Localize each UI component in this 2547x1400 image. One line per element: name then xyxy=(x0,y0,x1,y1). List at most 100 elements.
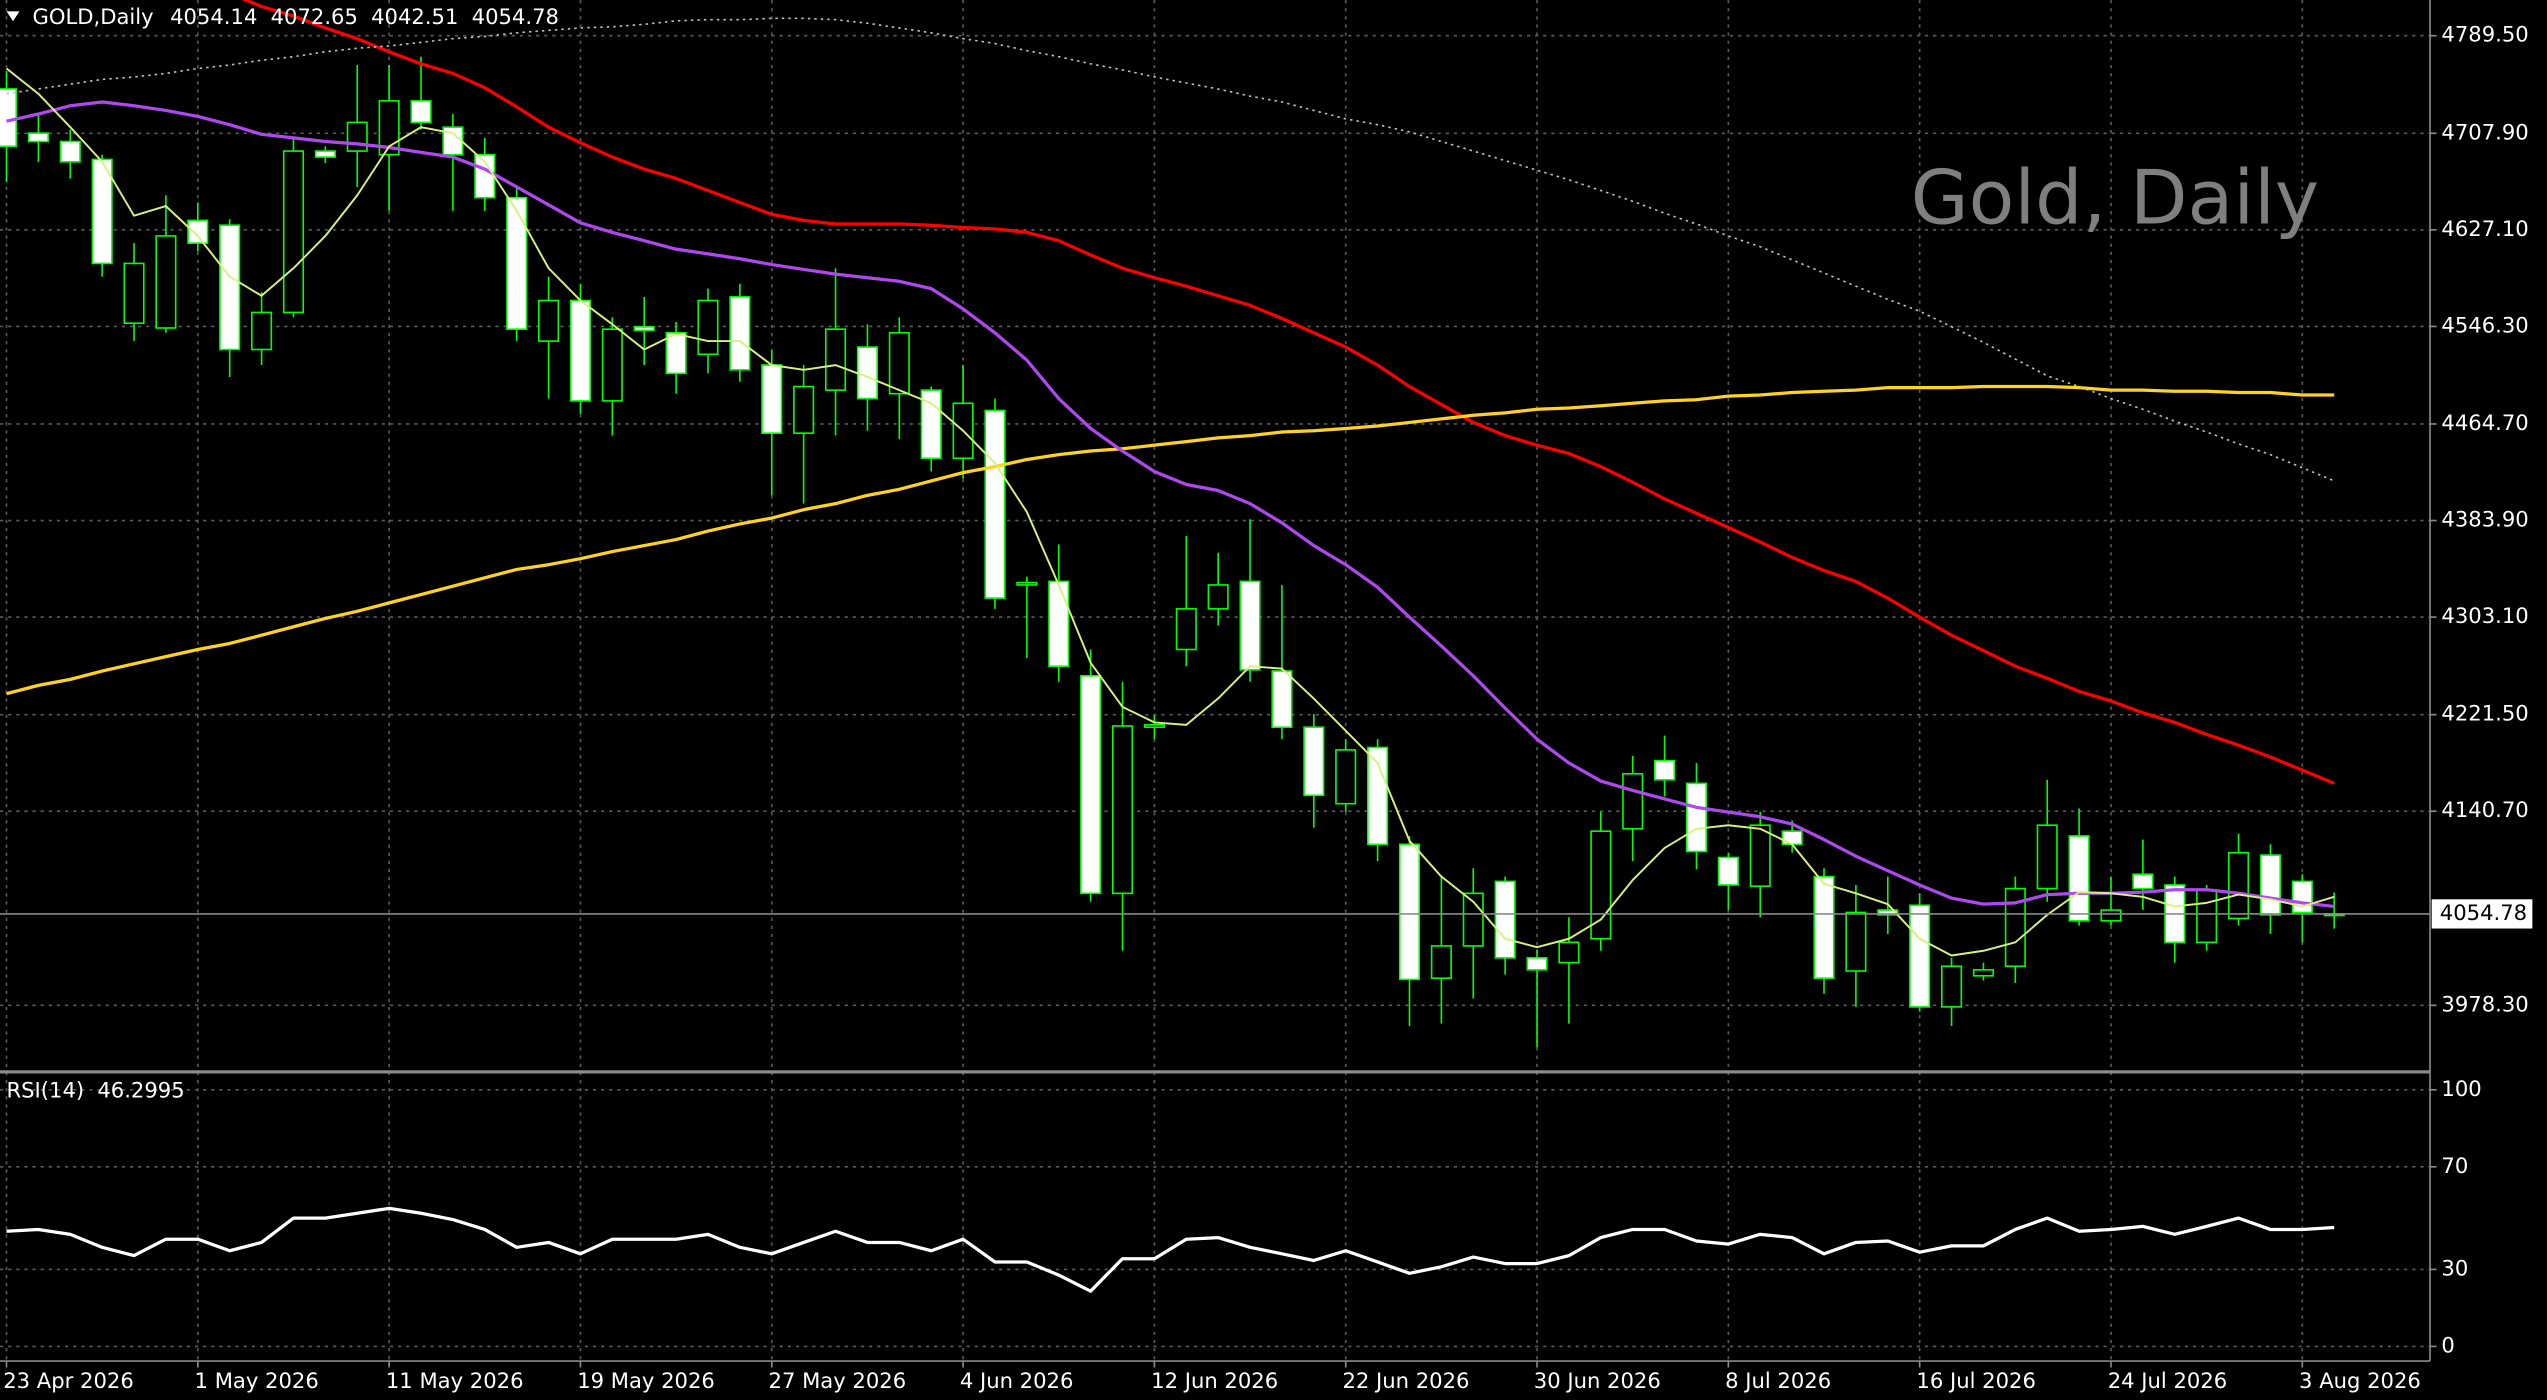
x-tick-label: 23 Apr 2026 xyxy=(3,1368,134,1393)
candle-body-down xyxy=(187,219,209,244)
candle-body-down xyxy=(27,132,49,143)
header-low: 4042.51 xyxy=(371,4,458,29)
candle-body-down xyxy=(1781,830,1803,846)
candle-body-down xyxy=(1685,782,1708,853)
candle-body-up xyxy=(1175,608,1197,651)
candle-body-up xyxy=(824,328,847,391)
x-tick-label: 16 Jul 2026 xyxy=(1916,1368,2035,1393)
candle-body-down xyxy=(1526,957,1548,971)
candle-body-up xyxy=(155,235,177,329)
candle-body-down xyxy=(633,325,655,332)
candle-body-down xyxy=(1271,670,1293,729)
candle-body-up xyxy=(697,299,719,356)
candle-body-down xyxy=(984,409,1006,599)
rsi-panel xyxy=(6,1206,2335,1293)
rsi-line xyxy=(6,1206,2335,1293)
candle-body-up xyxy=(1940,965,1963,1008)
y-tick-label: 4546.30 xyxy=(2441,312,2528,337)
candle-body-down xyxy=(2132,873,2154,890)
candle-body-up xyxy=(2004,887,2026,968)
x-tick-label: 4 Jun 2026 xyxy=(960,1368,1074,1393)
candle-body-down xyxy=(1717,856,1739,886)
candle-body-up xyxy=(378,100,400,156)
current-price-tag xyxy=(2431,899,2533,929)
menu-arrow[interactable] xyxy=(6,11,20,22)
candle-body-up xyxy=(1622,772,1644,830)
candle-body-up xyxy=(2100,909,2122,922)
grid-layer xyxy=(0,0,2431,1362)
y-tick-label: 4140.70 xyxy=(2441,797,2528,822)
watermark: Gold, Daily xyxy=(1911,155,2319,242)
candle-body-down xyxy=(856,346,878,400)
y-tick-label: 4789.50 xyxy=(2441,22,2528,47)
candle-body-up xyxy=(1207,584,1229,610)
candle-body-down xyxy=(1909,904,1931,1008)
x-tick-label: 12 Jun 2026 xyxy=(1151,1368,1278,1393)
moving-average-line xyxy=(6,17,2335,482)
rsi-header: RSI(14) 46.2995 xyxy=(6,1077,184,1102)
candle-body-up xyxy=(346,121,368,152)
candle-body-up xyxy=(1749,824,1771,887)
candle-body-down xyxy=(1398,843,1421,981)
moving-average-line xyxy=(241,0,2335,785)
x-tick-label: 22 Jun 2026 xyxy=(1342,1368,1469,1393)
moving-average-line xyxy=(6,384,2335,696)
candle-body-up xyxy=(282,150,305,314)
candle-body-up xyxy=(1590,830,1612,940)
moving-average-line xyxy=(6,100,2335,909)
y-tick-label: 70 xyxy=(2441,1153,2468,1178)
x-tick-label: 19 May 2026 xyxy=(577,1368,715,1393)
candle-body-down xyxy=(729,296,751,371)
x-tick-label: 11 May 2026 xyxy=(386,1368,524,1393)
candle-body-down xyxy=(2259,854,2281,916)
header-close: 4054.78 xyxy=(472,4,559,29)
candle-body-down xyxy=(761,364,783,434)
rsi-current: 46.2995 xyxy=(97,1077,184,1102)
candle-body-up xyxy=(1558,941,1580,964)
x-tick-label: 27 May 2026 xyxy=(769,1368,907,1393)
y-tick-label: 3978.30 xyxy=(2441,991,2528,1016)
candle-body-down xyxy=(219,224,241,351)
symbol-title: GOLD,Daily xyxy=(32,4,153,29)
header-open: 4054.14 xyxy=(170,4,257,29)
x-tick-label: 8 Jul 2026 xyxy=(1725,1368,1831,1393)
moving-average-line xyxy=(5,67,2335,957)
rsi-title: RSI(14) xyxy=(6,1077,84,1102)
y-tick-label: 30 xyxy=(2441,1255,2468,1280)
candle-body-down xyxy=(1654,759,1676,781)
y-tick-label: 4707.90 xyxy=(2441,119,2528,144)
candle-body-down xyxy=(1080,674,1102,895)
candle-body-down xyxy=(0,88,18,148)
candle-body-down xyxy=(2068,835,2090,922)
y-tick-label: 4627.10 xyxy=(2441,216,2528,241)
candle-body-up xyxy=(1111,725,1134,895)
candle-body-down xyxy=(1303,726,1325,797)
x-tick-label: 3 Aug 2026 xyxy=(2299,1368,2421,1393)
candle-body-down xyxy=(410,100,432,124)
candle-body-down xyxy=(1048,580,1070,668)
y-tick-label: 4383.90 xyxy=(2441,507,2528,532)
y-tick-label: 0 xyxy=(2441,1332,2454,1357)
candle-body-up xyxy=(601,328,623,402)
x-tick-label: 1 May 2026 xyxy=(195,1368,319,1393)
candle-body-down xyxy=(314,150,336,158)
candle-body-up xyxy=(888,331,910,395)
candle-body-up xyxy=(2036,824,2058,890)
y-tick-label: 4464.70 xyxy=(2441,410,2528,435)
candle-body-up xyxy=(1335,749,1357,805)
candle-body-up xyxy=(251,311,273,351)
candle-body-up xyxy=(1143,723,1165,729)
candle-body-down xyxy=(1367,746,1389,846)
candle-body-up xyxy=(1430,945,1452,980)
current-price-label: 4054.78 xyxy=(2440,900,2527,925)
candle-body-down xyxy=(1877,909,1899,916)
axis-layer: 4789.50 4707.90 4627.10 4546.30 4464.70 4383.… xyxy=(3,22,2533,1393)
candle-body-down xyxy=(1239,580,1261,671)
y-tick-label: 100 xyxy=(2441,1076,2481,1101)
candle-body-up xyxy=(538,299,560,342)
x-tick-label: 24 Jul 2026 xyxy=(2108,1368,2227,1393)
candle-body-up xyxy=(1972,969,1995,977)
candle-body-up xyxy=(2227,851,2250,920)
